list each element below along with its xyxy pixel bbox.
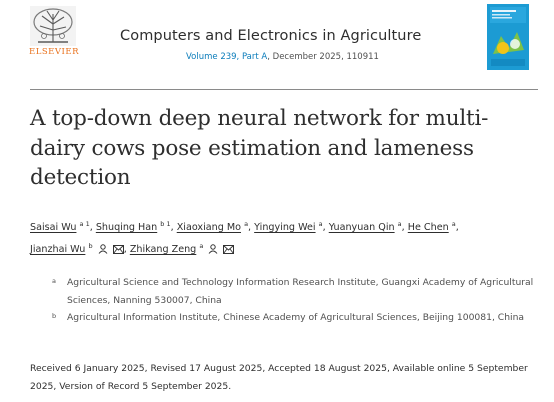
person-icon[interactable]	[208, 244, 218, 254]
author-link[interactable]: Xiaoxiang Mo	[176, 222, 241, 233]
elsevier-tree-logo[interactable]	[30, 6, 76, 58]
author-link[interactable]: Yingying Wei	[254, 222, 316, 233]
article-title: A top-down deep neural network for multi…	[30, 106, 489, 190]
article-history: Received 6 January 2025, Revised 17 Augu…	[30, 363, 528, 392]
author-list: Saisai Wu a 1, Shuqing Han b 1, Xiaoxian…	[30, 220, 459, 255]
author-link[interactable]: Zhikang Zeng	[129, 244, 197, 255]
author-affil-marker[interactable]: a	[244, 220, 249, 228]
author-affil-marker[interactable]: a	[318, 220, 323, 228]
author-link[interactable]: Yuanyuan Qin	[328, 222, 395, 233]
author-affil-marker[interactable]: a	[397, 220, 402, 228]
author-affil-marker[interactable]: a 1	[79, 220, 90, 228]
elsevier-wordmark: ELSEVIER	[29, 47, 79, 57]
envelope-icon[interactable]	[112, 245, 124, 254]
author-affil-marker[interactable]: a	[451, 220, 456, 228]
person-icon[interactable]	[98, 244, 108, 254]
journal-header: ELSEVIER Computers and Electronics in Ag…	[0, 0, 554, 82]
affiliation-label: a	[52, 277, 56, 285]
envelope-icon[interactable]	[223, 245, 235, 254]
journal-title-link[interactable]: Computers and Electronics in Agriculture	[120, 28, 422, 44]
author-affil-marker[interactable]: b 1	[160, 220, 171, 228]
issue-details: , December 2025, 110911	[267, 52, 379, 62]
journal-cover-thumbnail[interactable]	[487, 4, 529, 70]
header-divider	[30, 89, 538, 90]
author-link[interactable]: Shuqing Han	[95, 222, 158, 233]
affiliation-text: Agricultural Science and Technology Info…	[67, 277, 534, 306]
author-link[interactable]: He Chen	[407, 222, 449, 233]
author-affil-marker[interactable]: b	[88, 242, 93, 250]
affiliation-text: Agricultural Information Institute, Chin…	[67, 312, 525, 323]
author-link[interactable]: Saisai Wu	[30, 222, 77, 233]
author-link[interactable]: Jianzhai Wu	[30, 244, 86, 255]
affiliation-label: b	[52, 312, 57, 320]
volume-link[interactable]: Volume 239, Part A	[186, 52, 268, 62]
author-affil-marker[interactable]: a	[199, 242, 204, 250]
